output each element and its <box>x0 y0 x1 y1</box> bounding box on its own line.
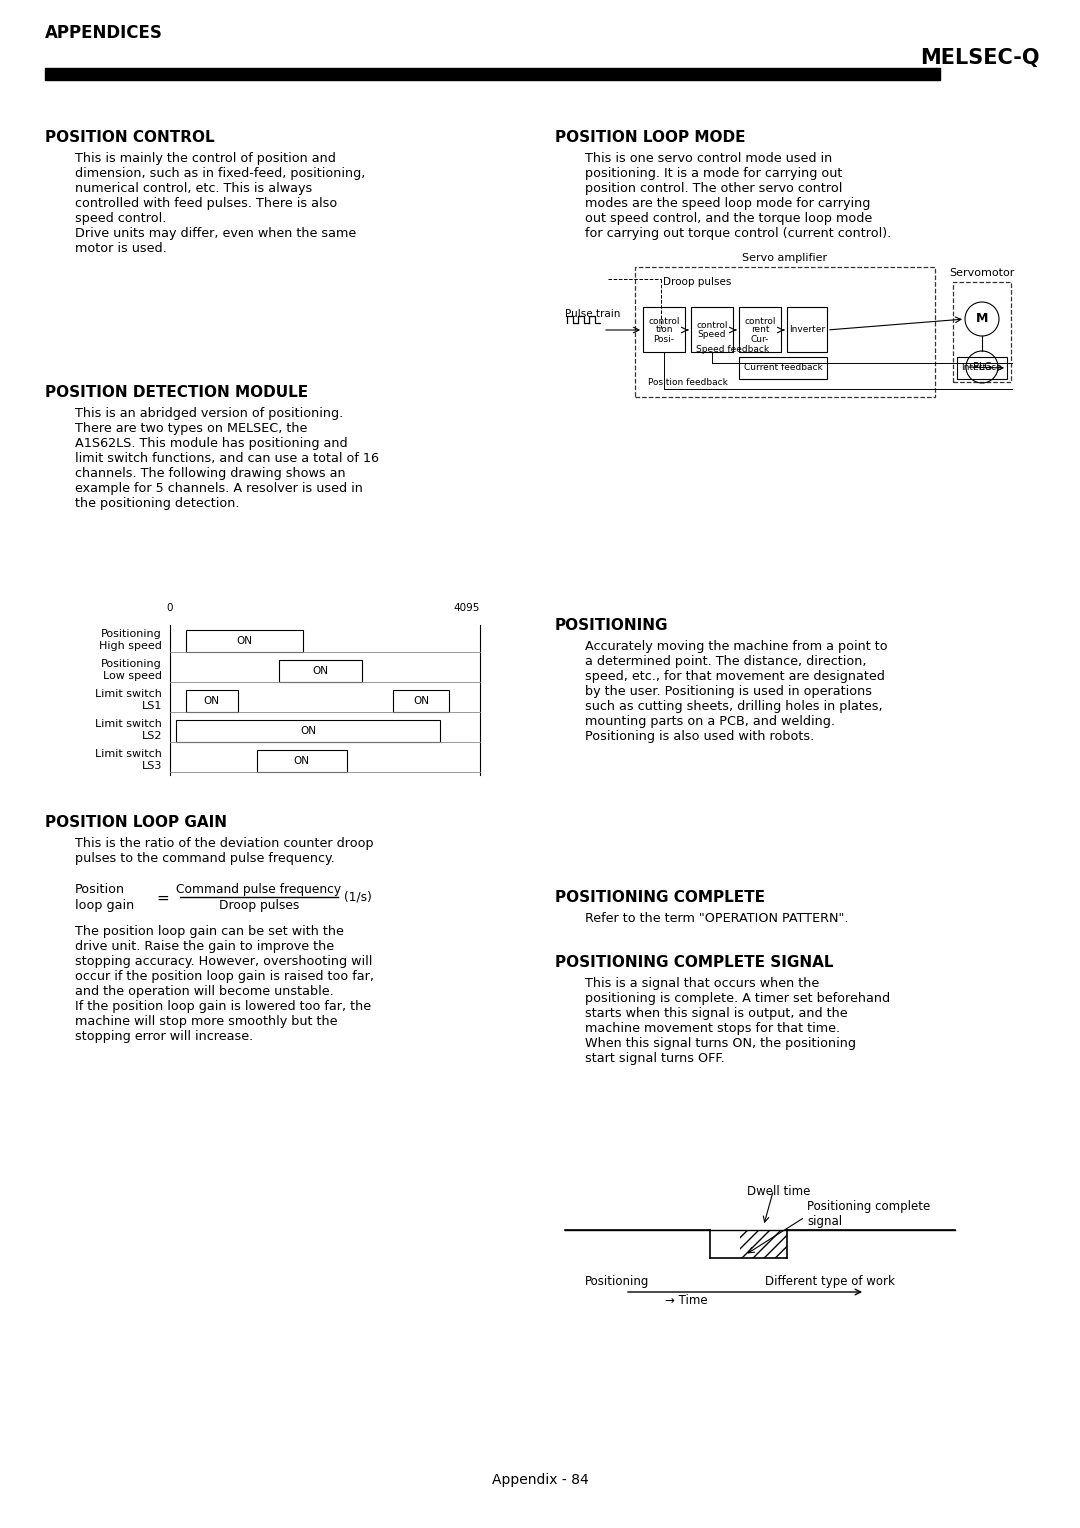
Text: Posi-: Posi- <box>653 335 675 344</box>
Text: POSITIONING COMPLETE SIGNAL: POSITIONING COMPLETE SIGNAL <box>555 955 834 970</box>
Text: Refer to the term "OPERATION PATTERN".: Refer to the term "OPERATION PATTERN". <box>585 912 849 924</box>
Text: control: control <box>744 316 775 325</box>
Text: Dwell time: Dwell time <box>746 1186 810 1198</box>
Text: This is a signal that occurs when the
positioning is complete. A timer set befor: This is a signal that occurs when the po… <box>585 976 890 1065</box>
Bar <box>186 691 239 712</box>
Text: LS2: LS2 <box>141 730 162 741</box>
Bar <box>257 750 347 772</box>
Text: Positioning: Positioning <box>102 659 162 669</box>
Text: Position: Position <box>75 883 125 895</box>
Text: =: = <box>157 891 170 906</box>
Text: Speed feedback: Speed feedback <box>696 345 769 354</box>
Text: This is mainly the control of position and
dimension, such as in fixed-feed, pos: This is mainly the control of position a… <box>75 151 365 255</box>
Text: Command pulse frequency: Command pulse frequency <box>176 883 341 895</box>
Text: POSITIONING COMPLETE: POSITIONING COMPLETE <box>555 889 765 905</box>
Text: Limit switch: Limit switch <box>95 689 162 698</box>
Bar <box>739 358 827 379</box>
Text: ON: ON <box>312 666 328 675</box>
Text: LS3: LS3 <box>141 761 162 772</box>
Text: This is one servo control mode used in
positioning. It is a mode for carrying ou: This is one servo control mode used in p… <box>585 151 891 240</box>
Text: High speed: High speed <box>99 642 162 651</box>
Bar <box>176 720 440 743</box>
Text: POSITION LOOP GAIN: POSITION LOOP GAIN <box>45 814 227 830</box>
Text: Positioning: Positioning <box>102 630 162 639</box>
Text: Interface: Interface <box>961 364 1002 373</box>
Text: 4095: 4095 <box>454 604 480 613</box>
Text: Droop pulses: Droop pulses <box>219 898 299 912</box>
Text: Inverter: Inverter <box>788 325 825 335</box>
Bar <box>279 660 362 681</box>
Bar <box>787 307 827 351</box>
Text: Servo amplifier: Servo amplifier <box>742 254 827 263</box>
Text: Pulse train: Pulse train <box>565 309 620 319</box>
Bar <box>691 307 733 351</box>
Text: ON: ON <box>294 756 310 766</box>
Text: ON: ON <box>300 726 316 736</box>
Text: → Time: → Time <box>665 1294 707 1306</box>
Text: Position feedback: Position feedback <box>648 377 728 387</box>
Bar <box>186 630 303 652</box>
Text: Positioning: Positioning <box>585 1274 649 1288</box>
Bar <box>643 307 685 351</box>
Text: Droop pulses: Droop pulses <box>663 277 731 287</box>
Text: Speed: Speed <box>698 330 726 339</box>
Text: Servomotor: Servomotor <box>949 267 1015 278</box>
Text: M: M <box>976 313 988 325</box>
Text: POSITIONING: POSITIONING <box>555 617 669 633</box>
Text: Appendix - 84: Appendix - 84 <box>491 1473 589 1487</box>
Text: (1/s): (1/s) <box>345 891 372 905</box>
Text: Limit switch: Limit switch <box>95 720 162 729</box>
Text: MELSEC-Q: MELSEC-Q <box>920 47 1040 69</box>
Text: Accurately moving the machine from a point to
a determined point. The distance, : Accurately moving the machine from a poi… <box>585 640 888 743</box>
Text: Low speed: Low speed <box>103 671 162 681</box>
Bar <box>739 307 781 351</box>
Text: control: control <box>697 321 728 330</box>
Bar <box>635 267 935 397</box>
Text: Limit switch: Limit switch <box>95 749 162 759</box>
Text: PLG: PLG <box>972 362 991 371</box>
Text: control: control <box>648 316 679 325</box>
Text: POSITION DETECTION MODULE: POSITION DETECTION MODULE <box>45 385 308 400</box>
Text: POSITION CONTROL: POSITION CONTROL <box>45 130 215 145</box>
Bar <box>393 691 449 712</box>
Text: Different type of work: Different type of work <box>765 1274 895 1288</box>
Text: LS1: LS1 <box>141 701 162 711</box>
Text: APPENDICES: APPENDICES <box>45 24 163 41</box>
Text: This is the ratio of the deviation counter droop
pulses to the command pulse fre: This is the ratio of the deviation count… <box>75 837 374 865</box>
Text: ON: ON <box>414 695 429 706</box>
Text: The position loop gain can be set with the
drive unit. Raise the gain to improve: The position loop gain can be set with t… <box>75 924 374 1044</box>
Text: loop gain: loop gain <box>75 898 134 912</box>
Text: signal: signal <box>807 1215 842 1229</box>
Text: Positioning complete: Positioning complete <box>807 1199 930 1213</box>
Text: 0: 0 <box>166 604 173 613</box>
Text: tion: tion <box>656 325 673 335</box>
Text: POSITION LOOP MODE: POSITION LOOP MODE <box>555 130 745 145</box>
Text: ON: ON <box>204 695 220 706</box>
Text: rent: rent <box>751 325 769 335</box>
Text: ON: ON <box>237 636 253 646</box>
Bar <box>953 283 1011 382</box>
Bar <box>740 1230 787 1258</box>
Bar <box>957 358 1007 379</box>
Text: This is an abridged version of positioning.
There are two types on MELSEC, the
A: This is an abridged version of positioni… <box>75 406 379 510</box>
Text: Current feedback: Current feedback <box>744 364 822 373</box>
Text: Cur-: Cur- <box>751 335 769 344</box>
